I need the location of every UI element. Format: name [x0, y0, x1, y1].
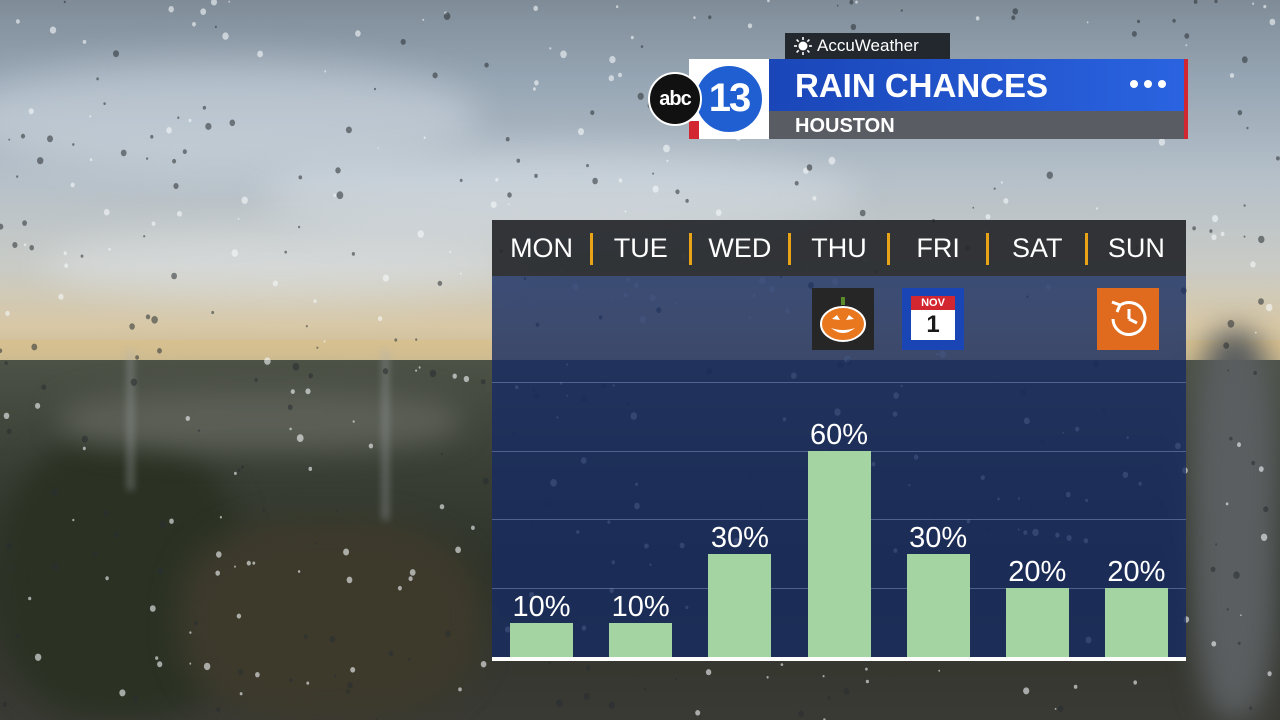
- day-separator: [787, 233, 791, 265]
- day-separator: [1085, 233, 1089, 265]
- day-separator: [887, 233, 891, 265]
- gridline: [492, 381, 1186, 383]
- building-blob: [60, 390, 460, 450]
- page-title: RAIN CHANCES: [795, 67, 1049, 104]
- abc-logo: abc: [648, 72, 702, 126]
- day-label-sat: SAT: [1012, 233, 1063, 263]
- channel-13-logo: 13: [689, 59, 769, 139]
- calendar-icon: NOV 1: [902, 288, 964, 350]
- more-dots-icon: [1130, 80, 1166, 88]
- tower: [383, 350, 388, 520]
- clock-rewind-icon: [1097, 288, 1159, 350]
- tree-blob: [180, 520, 480, 720]
- cloud: [40, 230, 520, 300]
- value-label-sun: 20%: [1107, 556, 1166, 589]
- day-separator: [589, 233, 593, 265]
- day-labels-bar: MON TUE WED THU FRI SAT SUN: [492, 220, 1186, 276]
- sun-icon: [794, 37, 812, 55]
- channel-number: 13: [693, 63, 765, 135]
- bar-sat: [1005, 588, 1069, 657]
- location-bar: HOUSTON: [769, 111, 1188, 139]
- logo-red-accent: [689, 121, 699, 139]
- day-label-tue: TUE: [613, 233, 668, 263]
- calendar-day: 1: [911, 310, 955, 340]
- bar-tue: [609, 622, 673, 657]
- bar-sun: [1104, 588, 1168, 657]
- jack-o-lantern-icon: [812, 288, 874, 350]
- title-bar: RAIN CHANCES: [769, 59, 1188, 111]
- calendar-month: NOV: [911, 296, 955, 310]
- day-separator: [986, 233, 990, 265]
- day-label-wed: WED: [708, 233, 772, 263]
- location-name: HOUSTON: [795, 115, 895, 137]
- bar-fri: [906, 553, 970, 657]
- tower: [128, 350, 133, 490]
- day-label-sun: SUN: [1107, 233, 1165, 263]
- accuweather-badge: AccuWeather: [785, 33, 950, 59]
- provider-name: AccuWeather: [817, 36, 919, 55]
- bar-thu: [807, 450, 871, 657]
- value-label-sat: 20%: [1008, 556, 1067, 589]
- day-label-mon: MON: [510, 233, 574, 263]
- day-label-fri: FRI: [916, 233, 960, 263]
- chart-baseline: [492, 657, 1186, 661]
- bar-wed: [708, 553, 772, 657]
- building-blob: [1190, 330, 1280, 720]
- value-label-wed: 30%: [710, 521, 769, 554]
- bar-mon: [510, 622, 574, 657]
- day-label-thu: THU: [811, 233, 867, 263]
- value-label-tue: 10%: [611, 590, 670, 623]
- cloud: [0, 60, 480, 170]
- day-separator: [688, 233, 692, 265]
- value-label-fri: 30%: [909, 521, 968, 554]
- value-label-mon: 10%: [512, 590, 571, 623]
- value-label-thu: 60%: [809, 418, 869, 451]
